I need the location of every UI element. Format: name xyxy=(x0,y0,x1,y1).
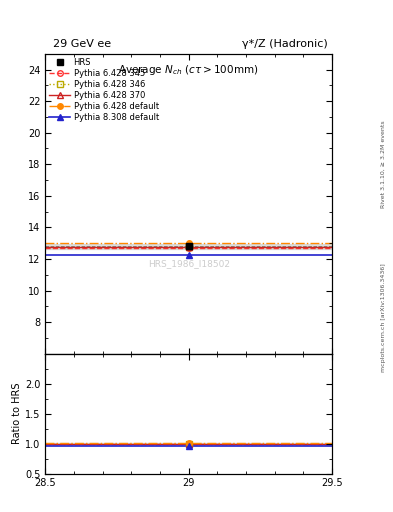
Text: mcplots.cern.ch [arXiv:1306.3436]: mcplots.cern.ch [arXiv:1306.3436] xyxy=(381,263,386,372)
Text: 29 GeV ee: 29 GeV ee xyxy=(53,38,111,49)
Legend: HRS, Pythia 6.428 345, Pythia 6.428 346, Pythia 6.428 370, Pythia 6.428 default,: HRS, Pythia 6.428 345, Pythia 6.428 346,… xyxy=(48,56,160,124)
Text: HRS_1986_I18502: HRS_1986_I18502 xyxy=(148,259,230,268)
Bar xyxy=(45,443,332,444)
Text: γ*/Z (Hadronic): γ*/Z (Hadronic) xyxy=(242,38,328,49)
Text: Rivet 3.1.10, ≥ 3.2M events: Rivet 3.1.10, ≥ 3.2M events xyxy=(381,120,386,208)
Y-axis label: Ratio to HRS: Ratio to HRS xyxy=(12,383,22,444)
Text: Average $N_{ch}$ ($c\tau > 100$mm): Average $N_{ch}$ ($c\tau > 100$mm) xyxy=(118,63,259,77)
Bar xyxy=(45,244,332,249)
